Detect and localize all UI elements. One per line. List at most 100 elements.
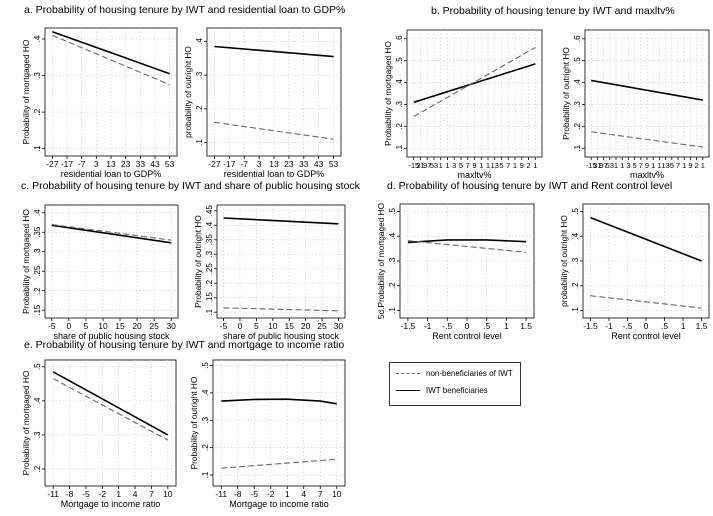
y-tick-label: .2 (205, 279, 214, 286)
series-line-beneficiaries (51, 224, 172, 244)
y-tick-label: .1 (395, 144, 404, 151)
series-line-beneficiaries (221, 398, 337, 405)
y-tick-label: .6 (395, 35, 404, 42)
x-tick-label: 31 (593, 161, 601, 170)
x-tick-label: 7 (318, 489, 323, 499)
x-tick-label: 53 (606, 161, 614, 170)
x-tick-label: 97 (599, 161, 607, 170)
legend: non-beneficiaries of IWT IWT beneficiari… (389, 362, 521, 406)
x-tick-label: 1 (285, 489, 290, 499)
series-line-non-beneficiaries (590, 295, 702, 309)
y-tick-label: .5 (201, 362, 210, 369)
x-tick-label: 23 (284, 159, 294, 169)
y-tick-label: .2 (388, 282, 397, 289)
x-tick-label: 1.5 (696, 321, 708, 331)
series-line-non-beneficiaries (221, 458, 337, 469)
x-tick-label: -17 (61, 159, 74, 169)
x-axis-label: Mortgage to income ratio (229, 499, 329, 509)
x-tick-label: 5 (84, 321, 89, 331)
series-line-beneficiaries (52, 30, 170, 75)
y-tick-label: .2 (33, 287, 42, 294)
y-tick-label: .3 (205, 250, 214, 257)
x-tick-label: 5 (633, 161, 637, 170)
panel-e-title: e. Probability of housing tenure by IWT … (24, 339, 345, 351)
y-tick-label: .1 (205, 308, 214, 315)
plot-frame (44, 359, 177, 487)
x-tick-label: -1.5 (401, 321, 416, 331)
x-tick-label: 4 (133, 489, 138, 499)
y-tick-label: .35 (33, 226, 42, 238)
x-tick-label: -1 (424, 321, 432, 331)
x-tick-label: 13 (106, 159, 116, 169)
y-axis-label: Probability of mortgaged HO (383, 41, 393, 146)
x-axis-label: maxltv% (457, 170, 491, 180)
y-tick-label: .1 (195, 139, 204, 146)
x-tick-label: 20 (301, 321, 311, 331)
panel-d-left: .1 .2 .3 .4 .5 -1.5 -1 -.5 0 .5 1 1.5 Rent control l… (376, 202, 535, 341)
y-tick-label: .25 (33, 265, 42, 277)
y-tick-label: .4 (205, 221, 214, 228)
series-line-non-beneficiaries (214, 121, 334, 140)
panel-a-right: .1 .2 .3 .4 -27 -17 -7 3 13 23 33 43 53 residential l… (183, 27, 342, 179)
x-tick-label: .5 (661, 321, 668, 331)
x-tick-label: 5 (670, 161, 674, 170)
x-tick-label: 1 (479, 161, 483, 170)
y-tick-label: .4 (33, 397, 42, 404)
y-tick-label: .4 (571, 232, 580, 239)
x-tick-label: 7 (466, 161, 470, 170)
x-tick-label: 7 (506, 161, 510, 170)
x-tick-label: 10 (98, 321, 108, 331)
x-axis-label: share of public housing stock (53, 331, 170, 341)
y-tick-label: .3 (33, 431, 42, 438)
series-line-non-beneficiaries (52, 378, 169, 441)
x-tick-label: 7 (676, 161, 680, 170)
x-tick-label: 23 (121, 159, 131, 169)
y-tick-label: .4 (195, 38, 204, 45)
series-line-beneficiaries (223, 217, 339, 225)
x-tick-label: 13 (661, 161, 669, 170)
x-tick-label: -11 (215, 489, 227, 499)
x-tick-label: 9 (472, 161, 476, 170)
series-line-beneficiaries (52, 371, 169, 436)
x-tick-label: 1 (657, 161, 661, 170)
x-tick-label: 9 (688, 161, 692, 170)
y-tick-label: .1 (33, 145, 42, 152)
y-tick-label: .3 (33, 248, 42, 255)
x-tick-label: 1 (504, 321, 509, 331)
y-tick-label: .1 (573, 144, 582, 151)
x-tick-label: 10 (332, 489, 342, 499)
y-tick-label: .2 (571, 282, 580, 289)
x-tick-label: 4 (301, 489, 306, 499)
x-tick-label: 13 (269, 159, 279, 169)
y-tick-label: .3 (195, 71, 204, 78)
legend-swatch-solid (396, 390, 420, 391)
series-line-non-beneficiaries (407, 240, 527, 253)
y-tick-label: .4 (395, 79, 404, 86)
x-tick-label: .5 (483, 321, 490, 331)
x-tick-label: 7 (639, 161, 643, 170)
x-axis-label: residential loan to GDP% (224, 169, 325, 179)
x-axis-label: share of public housing stock (223, 331, 340, 341)
x-tick-label: 13 (491, 161, 499, 170)
x-tick-label: 1 (614, 161, 618, 170)
panel-c-title: c. Probability of housing tenure by IWT … (21, 180, 360, 192)
y-tick-label: .3 (33, 72, 42, 79)
y-tick-label: .5 (33, 363, 42, 370)
x-tick-label: 15 (284, 321, 294, 331)
y-tick-label: .4 (573, 79, 582, 86)
y-tick-label: .4 (33, 35, 42, 42)
x-tick-label: 1 (651, 161, 655, 170)
y-axis-label: Probability of mortgaged HO (21, 370, 31, 475)
x-tick-label: 3 (94, 159, 99, 169)
x-tick-label: -5 (220, 321, 228, 331)
y-axis-label: 5d.Probability of mortgaged HO (376, 202, 386, 319)
y-tick-label: .1 (388, 307, 397, 314)
x-tick-label: 1 (620, 161, 624, 170)
series-line-non-beneficiaries (52, 34, 170, 86)
x-tick-label: 53 (430, 161, 438, 170)
x-tick-label: 0 (238, 321, 243, 331)
